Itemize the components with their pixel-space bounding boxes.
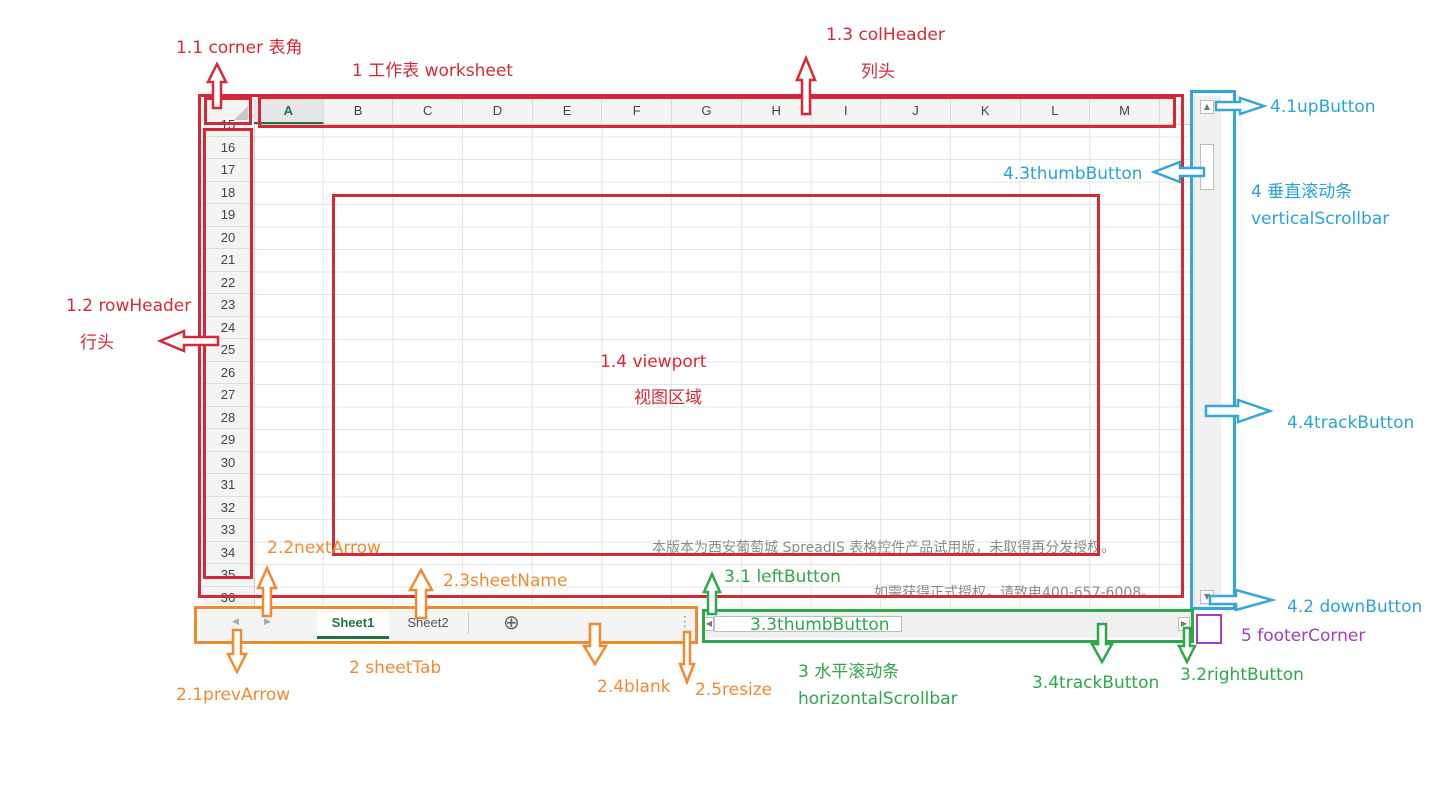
row-header-cell[interactable]: 32 — [202, 497, 254, 519]
arrow-colheader-icon — [795, 54, 817, 116]
label-thumb-button-v: 4.3thumbButton — [1003, 164, 1143, 184]
prev-arrow-icon[interactable]: ◀ — [232, 617, 239, 627]
label-vscroll-1: 4 垂直滚动条 — [1251, 182, 1353, 202]
row-header-cell[interactable]: 27 — [202, 384, 254, 407]
arrow-down-v-icon — [1208, 588, 1277, 612]
label-rowheader-2: 行头 — [80, 333, 114, 353]
arrow-sheetname-icon — [407, 567, 435, 620]
row-header-cell[interactable]: 31 — [202, 474, 254, 497]
viewport-grid[interactable] — [254, 124, 1190, 608]
viewport-box — [332, 194, 1100, 556]
arrow-thumb-v-icon — [1150, 160, 1206, 184]
label-left-button: 3.1 leftButton — [724, 567, 841, 587]
row-header-cell[interactable]: 19 — [202, 204, 254, 227]
label-track-button-v: 4.4trackButton — [1287, 413, 1415, 433]
arrow-blank-icon — [581, 622, 609, 667]
row-header-cell[interactable]: 33 — [202, 519, 254, 542]
row-header-cell[interactable]: 17 — [202, 159, 254, 182]
label-viewport-2: 视图区域 — [634, 388, 702, 408]
sheettab-box — [194, 606, 698, 644]
label-footer-corner: 5 footerCorner — [1241, 626, 1366, 646]
resize-handle-icon[interactable]: ⋮ — [678, 614, 692, 630]
row-header-cell[interactable]: 20 — [202, 227, 254, 249]
row-header-cell[interactable]: 25 — [202, 339, 254, 362]
label-vscroll-2: verticalScrollbar — [1251, 209, 1390, 229]
column-header-cell[interactable]: E — [533, 98, 603, 124]
column-header-cell[interactable]: A — [254, 98, 324, 124]
column-header-cell[interactable]: C — [393, 98, 464, 124]
label-rowheader-1: 1.2 rowHeader — [66, 296, 192, 316]
sheet-tab-strip: ◀ ▶ Sheet1 Sheet2 ⊕ ⋮ — [200, 610, 694, 640]
label-viewport-1: 1.4 viewport — [600, 352, 707, 372]
horizontal-thumb[interactable] — [714, 616, 902, 632]
column-header-cell[interactable]: I — [812, 98, 882, 124]
arrow-rowheader-icon — [156, 329, 220, 353]
row-header-cell[interactable]: 29 — [202, 429, 254, 452]
label-track-button-h: 3.4trackButton — [1032, 673, 1160, 693]
vertical-scrollbar[interactable]: ▲ ▼ — [1194, 96, 1221, 608]
row-header-cell[interactable]: 16 — [202, 137, 254, 159]
label-next-arrow: 2.2nextArrow — [267, 538, 381, 558]
row-header-cell[interactable]: 24 — [202, 317, 254, 339]
scroll-up-icon[interactable]: ▲ — [1200, 100, 1214, 114]
row-header-cell[interactable]: 23 — [202, 294, 254, 317]
add-sheet-icon[interactable]: ⊕ — [503, 610, 520, 634]
vertical-scrollbar-box — [1190, 90, 1236, 610]
label-resize: 2.5resize — [695, 680, 773, 700]
row-header: 15 16 17 18 19 20 21 22 23 24 25 26 27 28 29 30 31 32 33 34… — [202, 117, 255, 609]
arrow-resize-icon — [678, 630, 696, 686]
label-corner: 1.1 corner 表角 — [176, 38, 303, 58]
label-hscroll-2: horizontalScrollbar — [798, 689, 958, 709]
column-header-cell[interactable]: B — [324, 98, 394, 124]
column-header-cell[interactable]: G — [672, 98, 742, 124]
sheet-corner[interactable] — [202, 98, 255, 125]
label-down-button: 4.2 downButton — [1287, 597, 1423, 617]
colheader-box — [258, 96, 1176, 128]
row-header-cell[interactable]: 18 — [202, 182, 254, 204]
watermark-line-1: 本版本为西安葡萄城 SpreadJS 表格控件产品试用版，未取得再分发授权。 — [652, 540, 1116, 556]
column-header-cell[interactable]: L — [1021, 98, 1091, 124]
arrow-right-h-icon — [1176, 626, 1198, 665]
column-header-cell[interactable]: K — [951, 98, 1021, 124]
row-header-cell[interactable]: 22 — [202, 272, 254, 294]
label-worksheet: 1 工作表 worksheet — [352, 61, 513, 81]
label-up-button: 4.1upButton — [1270, 97, 1376, 117]
row-header-cell[interactable]: 21 — [202, 249, 254, 272]
horizontal-scrollbar[interactable]: ◀ ▶ — [704, 612, 1192, 638]
column-header-cell[interactable]: J — [881, 98, 951, 124]
label-right-button: 3.2rightButton — [1180, 665, 1304, 685]
footer-corner — [1196, 614, 1222, 644]
arrow-next-icon — [256, 564, 278, 618]
corner-triangle-icon — [234, 106, 248, 120]
arrow-track-v-icon — [1204, 398, 1274, 424]
label-colheader-2: 列头 — [861, 62, 895, 82]
label-thumb-button-h: 3.3thumbButton — [750, 615, 890, 635]
row-header-cell[interactable]: 28 — [202, 407, 254, 429]
arrow-left-h-icon — [702, 570, 722, 616]
label-sheet-tab: 2 sheetTab — [349, 658, 442, 678]
row-header-cell[interactable]: 30 — [202, 452, 254, 474]
column-header-cell[interactable]: F — [602, 98, 673, 124]
label-prev-arrow: 2.1prevArrow — [176, 685, 291, 705]
arrow-track-h-icon — [1089, 622, 1115, 665]
tab-sheet1[interactable]: Sheet1 — [317, 610, 389, 639]
label-hscroll-1: 3 水平滚动条 — [798, 662, 900, 682]
arrow-upbutton-icon — [1214, 96, 1268, 116]
label-colheader-1: 1.3 colHeader — [826, 25, 945, 45]
arrow-corner-icon — [205, 61, 229, 110]
corner-box — [204, 97, 252, 125]
column-header-cell[interactable]: D — [463, 98, 533, 124]
next-arrow-icon[interactable]: ▶ — [264, 617, 271, 627]
tab-divider — [468, 612, 469, 634]
horizontal-scrollbar-box — [702, 609, 1194, 643]
rowheader-box — [203, 128, 253, 579]
label-blank: 2.4blank — [597, 677, 671, 697]
arrow-prev-icon — [225, 628, 249, 675]
column-header-cell[interactable]: M — [1090, 98, 1160, 124]
row-header-cell[interactable]: 26 — [202, 362, 254, 384]
row-header-cell[interactable]: 34 — [202, 542, 254, 564]
label-sheet-name: 2.3sheetName — [443, 571, 568, 591]
